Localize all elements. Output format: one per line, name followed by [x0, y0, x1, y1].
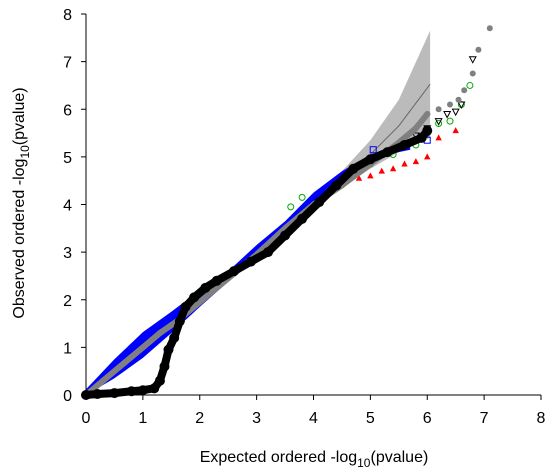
- y-tick-label: 3: [63, 245, 72, 262]
- series-3-point-6: [457, 101, 466, 110]
- series-4-point-23: [486, 25, 493, 32]
- series-5-point-5: [149, 383, 160, 394]
- series-4-point-3: [128, 353, 135, 360]
- series-5-point-26: [416, 132, 427, 143]
- series-5-point-12: [189, 292, 200, 303]
- series-4-point-15: [412, 125, 419, 132]
- series-4-point-4: [139, 344, 146, 351]
- series-4-point-20: [461, 87, 468, 94]
- series-5-point-20: [314, 197, 325, 208]
- series-4-point-18: [447, 101, 453, 108]
- y-tick-label: 2: [63, 293, 72, 310]
- series-5-point-14: [211, 275, 222, 286]
- series-5-point-2: [109, 388, 120, 399]
- series-1-point-0: [355, 174, 363, 181]
- series-2-point-7: [435, 120, 443, 128]
- series-5-trace: [82, 126, 432, 399]
- series-2-point-10: [466, 81, 474, 89]
- series-5-point-23: [365, 154, 376, 165]
- series-5-point-10: [174, 316, 185, 327]
- series-4-point-17: [435, 106, 442, 113]
- y-tick-label: 7: [63, 55, 72, 72]
- series-5-point-3: [126, 386, 137, 397]
- y-tick-label: 6: [63, 102, 72, 119]
- series-5-point-25: [399, 139, 410, 150]
- y-tick-label: 0: [63, 388, 72, 405]
- y-tick-label: 8: [63, 7, 72, 24]
- x-tick-label: 7: [480, 410, 489, 427]
- series-2-point-0: [287, 203, 295, 211]
- x-tick-label: 6: [423, 410, 432, 427]
- x-tick-label: 8: [537, 410, 546, 427]
- series-1-point-7: [435, 134, 442, 141]
- y-tick-label: 4: [63, 198, 72, 215]
- series-5-point-16: [245, 256, 256, 267]
- x-tick-label: 1: [138, 410, 147, 427]
- series-5-point-11: [180, 301, 191, 312]
- series-5-point-18: [280, 230, 291, 241]
- series-3-point-4: [443, 111, 452, 119]
- series-5-point-1: [92, 389, 103, 400]
- axes-layer: 0 1 2 3 4 5 6 7 8 0 1 2 3 4 5 6 7 8: [63, 7, 545, 427]
- series-1-point-2: [378, 167, 385, 174]
- series-5-point-22: [348, 163, 359, 174]
- x-tick-label: 3: [252, 410, 261, 427]
- series-1-point-1: [367, 172, 374, 179]
- series-5-point-13: [200, 282, 211, 293]
- x-tick-label: 4: [309, 410, 318, 427]
- series-0-band: [86, 145, 411, 395]
- series-2-point-1: [298, 193, 306, 201]
- series-3-point-3: [434, 118, 443, 126]
- series-1-point-5: [412, 158, 420, 165]
- series-1-point-6: [424, 153, 431, 160]
- series-5-point-9: [169, 332, 180, 343]
- y-tick-label: 5: [63, 150, 72, 167]
- series-5-point-27: [422, 125, 433, 136]
- series-5-point-21: [331, 180, 342, 191]
- series-4-point-22: [475, 46, 482, 53]
- series-5-point-17: [263, 247, 273, 258]
- series-5-point-8: [163, 344, 174, 355]
- x-tick-label: 0: [82, 410, 91, 427]
- series-4-point-1: [100, 377, 107, 384]
- x-tick-label: 2: [195, 410, 204, 427]
- series-5-point-4: [137, 385, 148, 396]
- series-1-point-8: [452, 127, 459, 134]
- series-0-point-0: [369, 146, 377, 154]
- series-4-point-16: [424, 111, 431, 118]
- series-4-point-21: [469, 70, 476, 77]
- series-1-point-3: [389, 165, 397, 172]
- x-axis-title: Expected ordered -log10(pvalue): [200, 449, 429, 467]
- y-axis-title: Observed ordered -log10(pvalue): [11, 87, 32, 318]
- series-layer: [81, 25, 493, 400]
- series-5-point-19: [297, 213, 308, 224]
- x-tick-label: 5: [366, 410, 375, 427]
- series-5-point-15: [228, 266, 239, 277]
- series-3-point-5: [451, 108, 460, 117]
- series-1-point-4: [401, 160, 408, 167]
- series-5-point-24: [382, 147, 393, 158]
- series-5-point-7: [159, 361, 170, 372]
- series-3-point-7: [468, 56, 477, 64]
- series-2-point-8: [446, 117, 454, 125]
- series-4-point-7: [196, 299, 203, 306]
- y-tick-label: 1: [63, 340, 72, 357]
- series-5-point-6: [154, 375, 165, 386]
- series-4-point-19: [455, 96, 462, 103]
- series-4-point-2: [117, 363, 124, 370]
- series-4-point-5: [156, 330, 163, 337]
